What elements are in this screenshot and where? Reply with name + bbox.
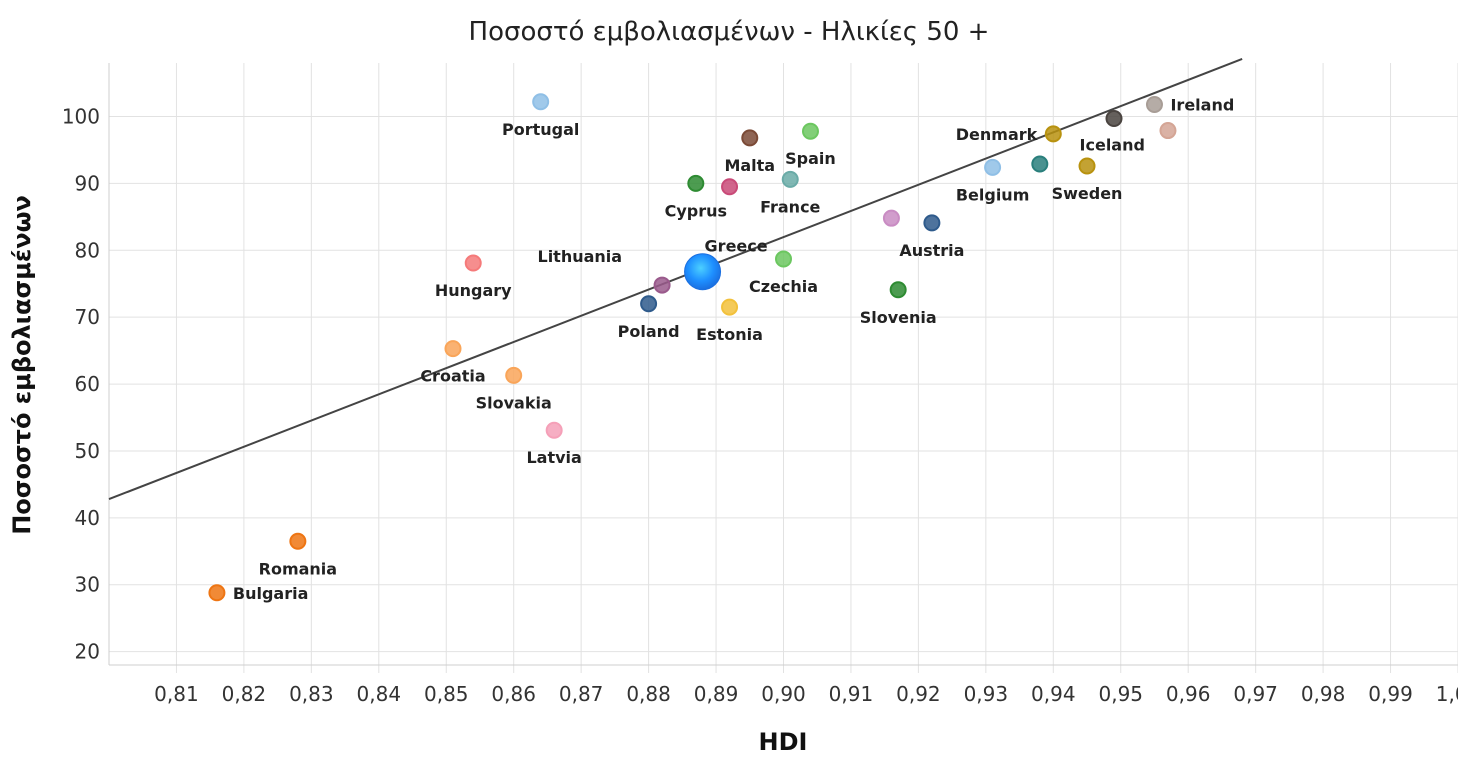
x-tick-label: 0,85: [424, 682, 469, 706]
point-sweden: [1078, 157, 1096, 175]
x-tick-label: 0,92: [896, 682, 941, 706]
y-axis-title: Ποσοστό εμβολιασμένων: [8, 195, 36, 535]
point-label-estonia: Estonia: [696, 325, 763, 344]
x-tick-label: 0,89: [694, 682, 739, 706]
x-tick-label: 0,91: [829, 682, 874, 706]
point-labels: Portugal Malta Spain Cyprus France Denmark Ire…: [233, 95, 1234, 602]
y-tick-label: 20: [75, 640, 100, 664]
point-unlabeled: [1105, 110, 1123, 128]
x-tick-labels: 0,81 0,82 0,83 0,84 0,85 0,86 0,87 0,88 0,89 0,90…: [154, 682, 1458, 706]
point-label-france: France: [760, 197, 820, 216]
x-tick-label: 0,90: [761, 682, 806, 706]
point-denmark: [1044, 125, 1062, 143]
x-tick-label: 0,96: [1166, 682, 1211, 706]
point-ireland: [1145, 95, 1163, 113]
point-latvia: [545, 421, 563, 439]
trendline-group: [108, 58, 1243, 501]
point-slovenia: [889, 281, 907, 299]
point-czechia: [775, 250, 792, 268]
axes: [108, 63, 1458, 666]
x-tick-label: 0,88: [626, 682, 671, 706]
grid: [109, 63, 1458, 673]
point-label-sweden: Sweden: [1052, 184, 1123, 203]
point-spain: [801, 122, 819, 140]
point-label-czechia: Czechia: [749, 277, 818, 296]
point-label-ireland: Ireland: [1170, 95, 1234, 114]
point-label-poland: Poland: [618, 322, 680, 341]
point-label-greece: Greece: [705, 237, 768, 256]
point-label-latvia: Latvia: [526, 448, 581, 467]
x-tick-label: 0,94: [1031, 682, 1076, 706]
x-tick-label: 0,98: [1301, 682, 1346, 706]
x-tick-label: 0,81: [154, 682, 199, 706]
x-tick-label: 0,97: [1233, 682, 1278, 706]
point-label-slovenia: Slovenia: [860, 308, 937, 327]
y-tick-label: 50: [75, 439, 100, 463]
y-tick-labels: 20 30 40 50 60 70 80 90 100: [62, 105, 100, 664]
point-poland: [640, 295, 658, 313]
point-unlabeled: [1031, 155, 1049, 173]
point-slovakia: [505, 366, 523, 384]
point-unlabeled: [721, 178, 739, 196]
point-label-belgium: Belgium: [956, 185, 1030, 204]
y-tick-label: 40: [75, 506, 100, 530]
x-axis-title: HDI: [759, 728, 808, 756]
x-tick-label: 0,86: [491, 682, 536, 706]
point-label-malta: Malta: [724, 156, 775, 175]
point-lithuania: [653, 276, 671, 294]
x-tick-label: 1,00: [1436, 682, 1458, 706]
x-tick-label: 0,83: [289, 682, 334, 706]
y-tick-label: 80: [75, 238, 100, 262]
point-estonia: [721, 298, 739, 316]
point-label-cyprus: Cyprus: [665, 201, 727, 220]
x-tick-label: 0,82: [222, 682, 267, 706]
chart-title: Ποσοστό εμβολιασμένων - Ηλικίες 50 +: [469, 17, 990, 47]
point-france: [781, 170, 799, 188]
y-tick-label: 100: [62, 105, 100, 129]
x-tick-label: 0,99: [1368, 682, 1413, 706]
point-malta: [741, 129, 759, 147]
point-label-lithuania: Lithuania: [538, 247, 623, 266]
point-unlabeled: [882, 209, 900, 227]
point-label-portugal: Portugal: [502, 120, 579, 139]
point-croatia: [444, 340, 462, 358]
point-austria: [923, 214, 941, 232]
x-tick-label: 0,87: [559, 682, 604, 706]
y-tick-label: 70: [75, 305, 100, 329]
y-tick-label: 60: [75, 372, 100, 396]
point-hungary: [464, 254, 482, 272]
point-label-denmark: Denmark: [956, 125, 1038, 144]
point-label-iceland: Iceland: [1080, 136, 1145, 155]
x-tick-label: 0,84: [357, 682, 402, 706]
point-label-romania: Romania: [259, 559, 337, 578]
point-label-spain: Spain: [785, 149, 836, 168]
trend-line: [108, 58, 1243, 501]
point-label-slovakia: Slovakia: [476, 393, 552, 412]
point-label-hungary: Hungary: [435, 281, 512, 300]
point-romania: [289, 532, 307, 550]
point-belgium: [984, 158, 1002, 176]
point-cyprus: [687, 174, 705, 192]
point-label-croatia: Croatia: [420, 367, 485, 386]
data-points: [208, 93, 1177, 602]
point-label-bulgaria: Bulgaria: [233, 584, 308, 603]
x-tick-label: 0,93: [964, 682, 1009, 706]
x-tick-label: 0,95: [1098, 682, 1143, 706]
point-portugal: [532, 93, 550, 111]
y-tick-label: 90: [75, 171, 100, 195]
point-iceland: [1159, 122, 1177, 140]
point-label-austria: Austria: [899, 241, 964, 260]
point-greece: [684, 253, 722, 291]
y-tick-label: 30: [75, 573, 100, 597]
point-bulgaria: [208, 584, 226, 602]
